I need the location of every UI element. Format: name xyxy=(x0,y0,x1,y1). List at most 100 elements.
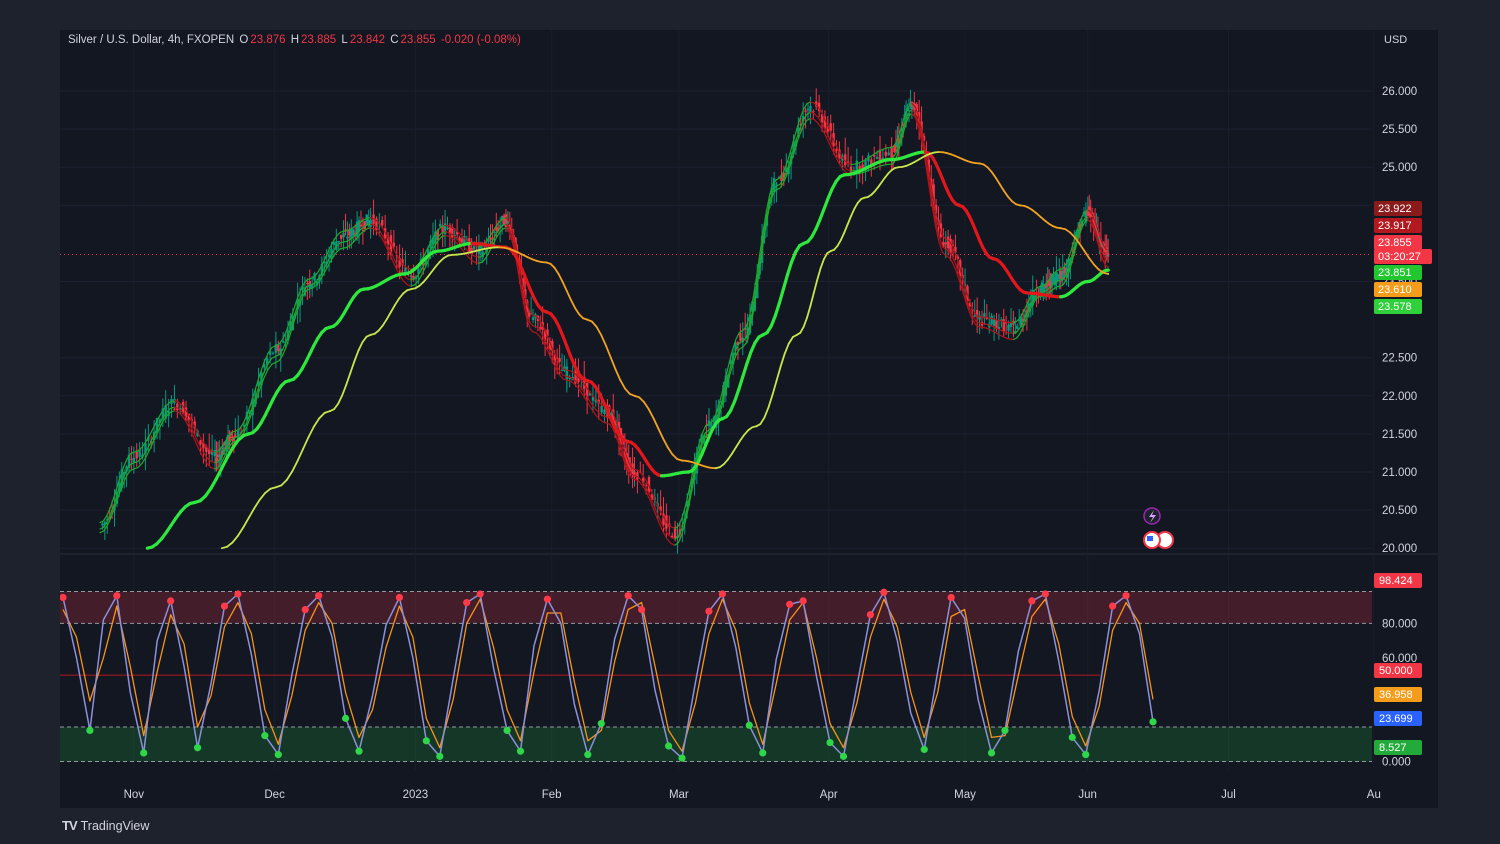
ma-ribbon-line xyxy=(116,485,121,497)
ma-slow-line xyxy=(1097,268,1105,274)
candle-body xyxy=(120,469,123,488)
ma-slow-line xyxy=(1064,228,1072,234)
candle-body xyxy=(526,300,529,313)
ma-ribbon-line xyxy=(319,274,324,282)
candle-body xyxy=(443,223,447,234)
chart-canvas[interactable]: 26.00025.50025.00024.50023.50022.50022.0… xyxy=(60,30,1438,808)
ma-slow-line xyxy=(638,396,645,403)
candle-body xyxy=(794,140,798,147)
candle-body xyxy=(222,447,225,455)
ma-ribbon-line xyxy=(424,246,429,255)
ma-ribbon-line xyxy=(292,301,297,313)
ma-ribbon-line xyxy=(402,279,408,286)
currency-label[interactable]: USD xyxy=(1384,34,1408,46)
ma-ribbon-line xyxy=(1070,252,1075,264)
ma-slow-line xyxy=(1083,250,1091,260)
ma-ribbon-line xyxy=(173,406,180,410)
ma-ribbon-line xyxy=(486,250,491,257)
ma-ribbon-line xyxy=(516,263,521,281)
ma-slow-line xyxy=(561,281,568,292)
ma-ribbon-line xyxy=(491,235,496,242)
ma-ribbon-line xyxy=(637,470,644,476)
osc-label-tag xyxy=(1374,663,1422,678)
ma-slow-line xyxy=(390,304,396,313)
ma-ribbon-line xyxy=(1015,318,1020,323)
ma-ribbon-line xyxy=(732,348,737,360)
ma-slow-line xyxy=(438,257,445,263)
ma-ribbon-line xyxy=(1089,217,1093,222)
ma-ribbon-line xyxy=(153,430,159,441)
candle-body xyxy=(103,521,107,526)
candle-body xyxy=(1053,276,1057,286)
ma-ribbon-line xyxy=(725,361,730,378)
ma-ribbon-line xyxy=(430,241,436,250)
ma-ribbon-line xyxy=(434,235,439,243)
ma-ribbon-line xyxy=(834,142,840,153)
tradingview-brand[interactable]: TV TradingView xyxy=(62,818,149,833)
ma-ribbon-line xyxy=(302,279,307,286)
candle-body xyxy=(489,237,492,240)
ma-ribbon-line xyxy=(186,417,192,427)
ma-ribbon-line xyxy=(1081,221,1086,228)
candle-body xyxy=(644,485,648,487)
ma-ribbon-line xyxy=(99,526,104,530)
ma-ribbon-line xyxy=(202,450,208,459)
candle-body xyxy=(455,231,459,235)
ma-ribbon-line xyxy=(202,456,208,464)
ma-ribbon-line xyxy=(106,518,111,528)
ma-ribbon-line xyxy=(1023,303,1028,311)
ma-slow-line xyxy=(247,507,256,519)
overbought-dot xyxy=(234,590,242,598)
ma-ribbon-line xyxy=(499,228,504,232)
ma-ribbon-line xyxy=(351,240,355,245)
oversold-dot xyxy=(1149,718,1157,726)
overbought-dot xyxy=(301,605,309,614)
ma-slow-line xyxy=(553,267,560,276)
ma-ribbon-line xyxy=(698,443,703,458)
ma-ribbon-line xyxy=(1023,312,1028,320)
chart-frame[interactable]: 26.00025.50025.00024.50023.50022.50022.0… xyxy=(60,30,1438,808)
overbought-dot xyxy=(395,593,404,602)
ma-slow-line xyxy=(647,408,655,420)
time-tick-label: May xyxy=(954,789,976,801)
ma-ribbon-line xyxy=(911,102,916,108)
ma-ribbon-line xyxy=(594,413,600,420)
candle-body xyxy=(257,381,260,387)
ma-ribbon-line xyxy=(275,343,280,347)
ma-slow-line xyxy=(434,261,441,268)
ma-ribbon-line xyxy=(623,459,627,469)
candle-body xyxy=(739,332,742,341)
candle-body xyxy=(458,237,461,243)
candle-body xyxy=(479,244,483,249)
candle-body xyxy=(522,278,525,290)
ma-ribbon-line xyxy=(893,152,897,158)
ma-ribbon-line xyxy=(721,376,727,392)
ma-ribbon-line xyxy=(931,205,937,227)
ma-ribbon-line xyxy=(870,152,876,157)
candle-body xyxy=(662,513,665,526)
ma-ribbon-line xyxy=(921,138,927,159)
candle-body xyxy=(426,248,430,255)
candle-body xyxy=(995,320,998,330)
ma-ribbon-line xyxy=(1093,229,1097,238)
ma-ribbon-line xyxy=(123,458,128,468)
ma-ribbon-line xyxy=(1091,220,1095,227)
ma-ribbon-line xyxy=(628,462,633,469)
ma-ribbon-line xyxy=(796,126,801,139)
candle-body xyxy=(439,223,442,227)
ma-ribbon-line xyxy=(370,227,376,230)
candle-body xyxy=(835,148,838,151)
ma-ribbon-line xyxy=(282,331,287,340)
ma-ribbon-line xyxy=(838,150,844,160)
ma-medium-line xyxy=(785,260,794,277)
price-tick-label: 21.000 xyxy=(1382,467,1417,479)
ma-ribbon-line xyxy=(137,462,143,469)
ma-ribbon-line xyxy=(228,443,232,448)
overbought-dot xyxy=(718,590,726,598)
osc-tick-label: 0.000 xyxy=(1382,757,1411,769)
ma-ribbon-line xyxy=(674,541,680,546)
ma-ribbon-line xyxy=(813,102,820,109)
ma-ribbon-line xyxy=(742,342,747,348)
ma-ribbon-line xyxy=(129,468,135,472)
ma-ribbon-line xyxy=(765,193,771,212)
